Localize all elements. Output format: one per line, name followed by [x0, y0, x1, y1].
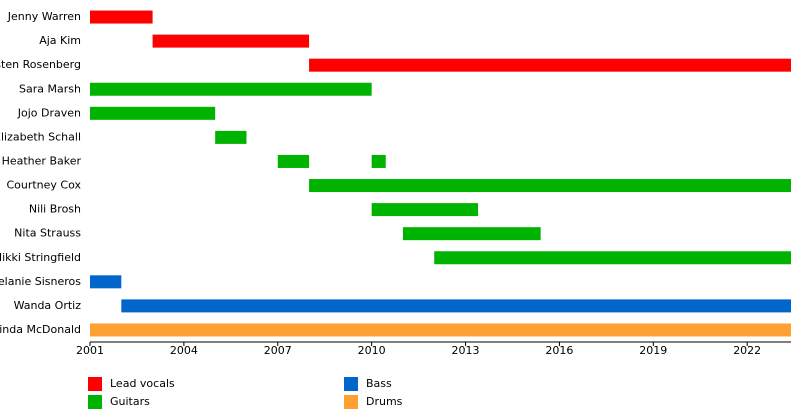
bar	[121, 299, 792, 313]
y-tick-label: Jojo Draven	[17, 106, 81, 119]
bar	[402, 227, 541, 241]
bar	[309, 179, 791, 193]
legend-swatch	[88, 377, 102, 391]
bar	[371, 154, 386, 168]
y-tick-label: Jenny Warren	[7, 10, 81, 23]
legend-swatch	[88, 395, 102, 409]
x-tick-label: 2013	[452, 344, 480, 357]
bar	[90, 275, 122, 289]
legend-label: Bass	[366, 377, 392, 390]
y-tick-label: Sara Marsh	[19, 82, 81, 95]
bar	[90, 82, 372, 96]
y-tick-label: Linda McDonald	[0, 323, 81, 336]
legend-label: Guitars	[110, 395, 150, 408]
y-tick-label: Nili Brosh	[29, 203, 81, 216]
y-tick-label: Heather Baker	[2, 154, 82, 167]
bar	[90, 106, 216, 120]
legend-swatch	[344, 377, 358, 391]
y-tick-label: Kirsten Rosenberg	[0, 58, 81, 71]
bar	[90, 323, 791, 337]
bar	[152, 34, 310, 48]
y-tick-label: Elizabeth Schall	[0, 130, 81, 143]
x-tick-label: 2010	[358, 344, 386, 357]
legend-label: Drums	[366, 395, 403, 408]
legend-swatch	[344, 395, 358, 409]
x-tick-label: 2001	[76, 344, 104, 357]
y-tick-label: Nita Strauss	[14, 227, 81, 240]
y-tick-label: Melanie Sisneros	[0, 275, 81, 288]
bar	[371, 203, 479, 217]
x-tick-label: 2016	[545, 344, 573, 357]
bar	[309, 58, 791, 72]
x-tick-label: 2022	[733, 344, 761, 357]
x-tick-label: 2019	[639, 344, 667, 357]
legend-label: Lead vocals	[110, 377, 175, 390]
x-tick-label: 2007	[264, 344, 292, 357]
y-tick-label: Nikki Stringfield	[0, 251, 81, 264]
bar	[90, 10, 153, 24]
x-tick-label: 2004	[170, 344, 198, 357]
y-tick-label: Courtney Cox	[6, 179, 81, 192]
bar	[277, 154, 310, 168]
y-tick-label: Wanda Ortiz	[14, 299, 82, 312]
bar	[215, 130, 247, 144]
bar	[434, 251, 791, 265]
y-tick-label: Aja Kim	[39, 34, 81, 47]
